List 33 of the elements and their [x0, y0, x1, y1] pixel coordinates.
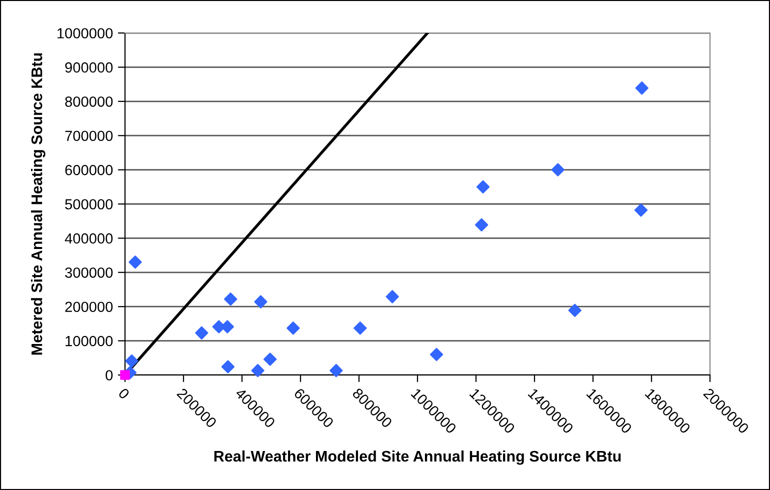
- point: [476, 180, 490, 194]
- y-tick-label: 900000: [65, 62, 113, 73]
- point: [551, 163, 564, 176]
- point: [125, 354, 138, 368]
- y-tick-label: 800000: [65, 96, 113, 107]
- y-tick-label: 700000: [65, 130, 113, 142]
- point: [474, 218, 488, 232]
- point: [254, 295, 268, 308]
- y-tick-label: 400000: [64, 233, 113, 244]
- point: [430, 348, 444, 362]
- point: [224, 292, 238, 306]
- x-axis-title: Real-Weather Modeled Site Annual Heating Source KBtu: [214, 450, 621, 465]
- y-tick-label: 1000000: [58, 28, 113, 38]
- x-tick-label: 0: [118, 387, 130, 400]
- y-tick-label: 300000: [65, 268, 113, 278]
- y-tick-label: 500000: [65, 199, 113, 210]
- point: [221, 360, 235, 374]
- point: [286, 322, 300, 335]
- point: [263, 352, 277, 366]
- point: [330, 364, 343, 378]
- y-tick-label: 100000: [66, 336, 113, 346]
- point: [634, 204, 648, 217]
- y-tick-label: 200000: [65, 302, 113, 312]
- point: [195, 326, 208, 340]
- point: [635, 81, 648, 95]
- y-axis-title: Metered Site Annual Heating Source KBtu: [31, 53, 46, 355]
- y-tick-label: 0: [106, 370, 113, 380]
- point: [354, 322, 367, 335]
- point: [386, 290, 399, 304]
- point: [128, 256, 142, 269]
- point: [251, 364, 264, 378]
- y-tick-label: 600000: [65, 164, 113, 176]
- point: [568, 304, 582, 317]
